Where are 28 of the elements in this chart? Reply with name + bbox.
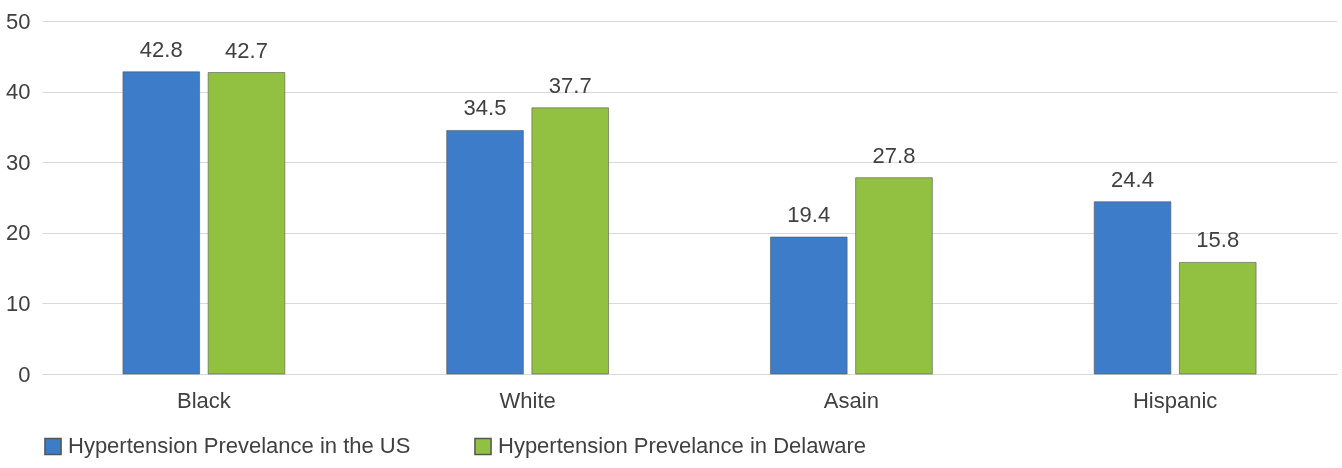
y-tick-label: 20: [6, 220, 31, 246]
bar: [207, 72, 286, 375]
data-label: 24.4: [1111, 166, 1154, 192]
y-tick-label: 30: [6, 149, 31, 175]
y-tick-label: 10: [6, 290, 31, 316]
bar: [1093, 201, 1172, 375]
legend-label: Hypertension Prevelance in the US: [68, 433, 411, 459]
data-label: 19.4: [787, 202, 831, 228]
data-label: 15.8: [1196, 227, 1240, 253]
data-label: 37.7: [548, 72, 592, 98]
data-label: 42.8: [139, 36, 183, 62]
data-label: 34.5: [463, 95, 507, 121]
x-tick-label: Black: [176, 387, 232, 413]
bar: [531, 107, 609, 375]
y-tick-label: 50: [6, 8, 31, 34]
bar: [122, 71, 200, 375]
bar: [855, 177, 933, 375]
y-tick-label: 0: [18, 361, 31, 387]
data-label: 42.7: [225, 37, 268, 63]
bar: [1179, 262, 1257, 375]
legend-label: Hypertension Prevelance in Delaware: [498, 433, 867, 459]
bar: [446, 130, 524, 375]
x-tick-label: Hispanic: [1132, 387, 1218, 413]
y-tick-label: 40: [6, 79, 31, 105]
bar: [770, 236, 848, 375]
x-tick-label: Asain: [823, 387, 879, 413]
data-label: 27.8: [872, 142, 916, 168]
x-tick-label: White: [499, 387, 556, 413]
